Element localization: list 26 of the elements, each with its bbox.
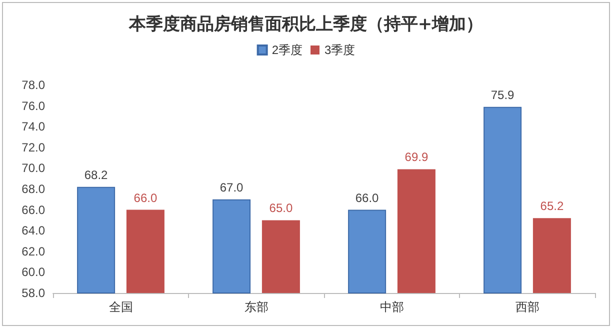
data-label: 68.2 [84, 168, 108, 182]
y-tick-label: 66.0 [22, 202, 46, 217]
y-tick-label: 58.0 [22, 286, 46, 300]
y-tick-label: 74.0 [22, 120, 46, 134]
legend-label: 3季度 [324, 43, 356, 57]
data-label: 69.9 [404, 150, 428, 164]
x-tick-label: 东部 [244, 300, 268, 314]
data-label: 75.9 [490, 88, 515, 102]
data-label: 65.0 [269, 201, 293, 216]
chart-title: 本季度商品房销售面积比上季度（持平+增加） [128, 14, 484, 34]
y-tick-label: 62.0 [22, 244, 46, 258]
y-tick-label: 78.0 [22, 78, 46, 92]
data-label: 65.2 [540, 199, 564, 214]
y-tick-label: 60.0 [22, 265, 46, 280]
data-label: 67.0 [220, 180, 244, 194]
data-label: 66.0 [355, 190, 380, 205]
legend-label: 2季度 [272, 43, 303, 57]
y-tick-label: 72.0 [22, 140, 46, 154]
x-tick-label: 西部 [515, 300, 540, 314]
y-tick-label: 64.0 [22, 224, 46, 238]
data-label: 66.0 [134, 190, 158, 205]
y-tick-label: 76.0 [22, 98, 46, 113]
y-tick-label: 68.0 [22, 182, 46, 196]
x-tick-label: 中部 [380, 300, 404, 314]
y-tick-label: 70.0 [22, 161, 46, 176]
x-tick-label: 全国 [108, 300, 133, 314]
